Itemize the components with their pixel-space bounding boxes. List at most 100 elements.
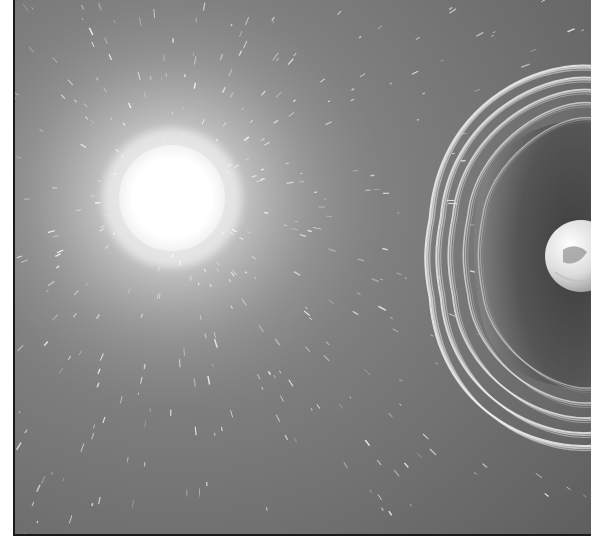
wind-streak [583,494,587,498]
wind-streak [193,378,196,387]
wind-streak [127,288,131,294]
wind-streak [541,0,546,3]
wind-streak [337,10,342,16]
wind-streak [31,501,35,506]
wind-streak [251,175,257,178]
wind-streak [73,290,79,296]
wind-streak [52,186,57,189]
wind-streak [229,92,234,98]
wind-streak [352,170,358,172]
wind-streak [244,17,250,26]
wind-streak [239,236,244,240]
wind-streak [140,376,143,384]
wind-streak [230,410,233,418]
wind-streak [284,434,289,441]
wind-streak [377,25,383,30]
wind-streak [404,277,408,280]
wind-streak [16,156,22,159]
wind-streak [72,312,78,318]
wind-streak [108,53,113,61]
field-line [426,66,591,450]
wind-streak [409,503,412,507]
wind-streak [85,282,89,287]
wind-streak [261,386,264,390]
wind-streak [244,157,250,161]
wind-streak [219,53,224,61]
wind-streak [271,16,275,22]
wind-streak [91,432,95,440]
wind-streak [97,496,101,505]
wind-streak [97,2,102,11]
wind-streak [153,8,156,18]
wind-streak [228,278,232,283]
wind-streak [305,346,311,352]
wind-streak [17,344,24,352]
solar-wind-illustration [15,0,591,534]
wind-streak [382,247,388,251]
wind-streak [415,36,420,41]
wind-streak [288,112,295,117]
wind-streak [356,292,361,295]
wind-streak [193,56,197,65]
wind-streak [143,92,147,99]
wind-streak [378,305,387,311]
wind-streak [127,102,132,109]
wind-streak [80,143,87,149]
wind-streak [399,403,402,406]
wind-streak [40,476,46,485]
wind-streak [18,411,21,414]
wind-streak [245,141,249,144]
wind-streak [243,136,250,142]
wind-streak [228,68,233,77]
wind-streak [201,119,205,125]
wind-streak [521,63,530,68]
earth [545,220,591,292]
wind-streak [388,510,393,516]
wind-streak [292,99,296,103]
wind-streak [207,375,211,385]
wind-streak [39,129,44,133]
wind-streak [244,271,248,274]
wind-streak [460,159,466,162]
wind-streak [299,234,307,237]
wind-streak [221,86,226,93]
wind-streak [377,459,382,466]
wind-streak [242,40,248,49]
wind-streak [97,180,102,182]
wind-streak [22,3,29,12]
wind-streak [240,221,245,224]
wind-streak [36,520,39,524]
wind-streak [197,282,200,286]
wind-streak [566,486,571,491]
wind-streak [149,76,152,80]
wind-streak [51,314,59,321]
wind-streak [230,271,235,277]
wind-streak [59,367,64,374]
wind-streak [469,223,476,226]
wind-streak [473,472,477,475]
wind-streak [67,355,72,361]
solar-wind-particles [15,0,587,534]
wind-streak [581,29,585,32]
field-line [464,104,591,406]
wind-streak [241,107,244,111]
illustration-frame [13,0,591,536]
wind-streak [369,489,373,493]
wind-streak [377,494,382,501]
wind-streak [293,271,301,276]
wind-streak [56,249,64,254]
wind-streak [364,369,371,376]
wind-streak [203,268,207,272]
wind-streak [199,314,202,320]
wind-streak [156,294,159,299]
wind-streak [308,317,313,321]
wind-streak [251,255,257,260]
wind-streak [491,34,495,37]
field-line [449,91,591,421]
wind-streak [327,100,331,103]
wind-streak [352,310,359,316]
wind-streak [241,298,247,306]
wind-streak [380,507,384,512]
wind-streak [126,456,129,463]
wind-streak [47,280,55,287]
